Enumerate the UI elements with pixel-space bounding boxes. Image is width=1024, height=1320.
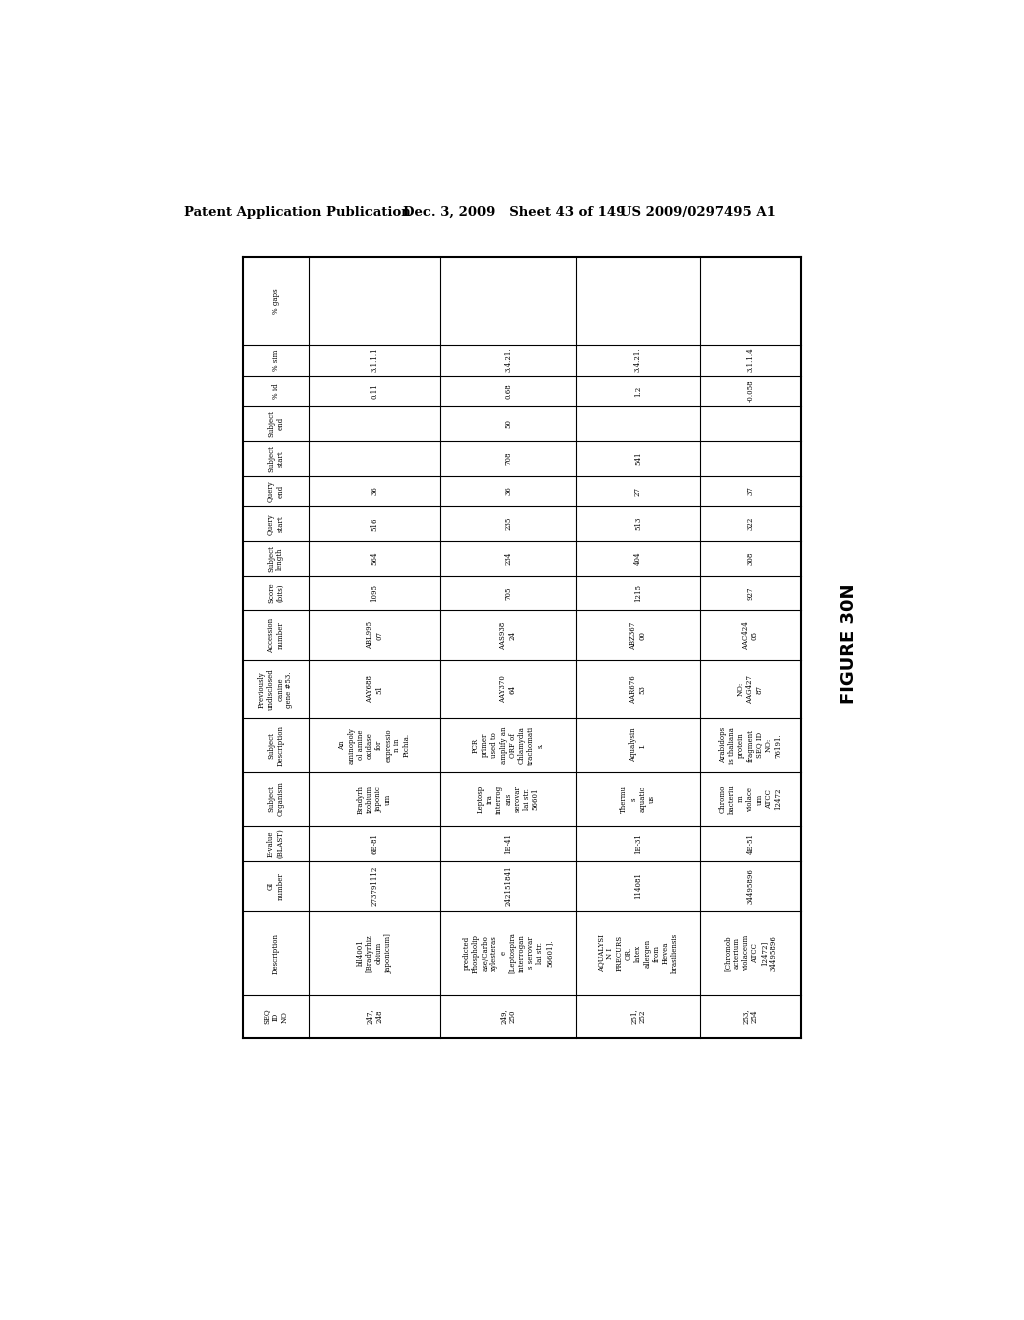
Text: AQUALYSI
N I
PRECURS
OR.
latex
allergen
from
Hevea
brasiliensis: AQUALYSI N I PRECURS OR. latex allergen … xyxy=(597,933,679,973)
Text: 927: 927 xyxy=(746,586,755,599)
Text: Subject
end: Subject end xyxy=(267,411,285,437)
Text: -0.058: -0.058 xyxy=(746,380,755,403)
Text: 273791112: 273791112 xyxy=(371,866,379,906)
Text: 6E-81: 6E-81 xyxy=(371,833,379,854)
Text: % id: % id xyxy=(271,383,280,399)
Text: PCR
primer
used to
amplify an
ORF of
Chlamydia
trachomati
s.: PCR primer used to amplify an ORF of Chl… xyxy=(472,726,545,764)
Text: Patent Application Publication: Patent Application Publication xyxy=(183,206,411,219)
Text: Leptosp
ira
interrog
ans
serovar
lai str.
56601: Leptosp ira interrog ans serovar lai str… xyxy=(476,784,540,813)
Text: 1E-31: 1E-31 xyxy=(634,833,642,854)
Text: 249,
250: 249, 250 xyxy=(500,1008,517,1024)
Text: 27: 27 xyxy=(634,487,642,495)
Text: ABZ367
00: ABZ367 00 xyxy=(630,622,646,649)
Text: bll4001
[Bradyrhiz
obium
japonicum]: bll4001 [Bradyrhiz obium japonicum] xyxy=(356,933,392,973)
Text: 1E-41: 1E-41 xyxy=(504,833,512,854)
Text: 1.2: 1.2 xyxy=(634,385,642,396)
Text: 541: 541 xyxy=(634,451,642,465)
Text: 242151841: 242151841 xyxy=(504,866,512,906)
Text: 36: 36 xyxy=(504,487,512,495)
Text: AAY688
51: AAY688 51 xyxy=(366,676,383,704)
Text: 404: 404 xyxy=(634,552,642,565)
Text: Subject
length: Subject length xyxy=(267,545,285,572)
Text: AAY370
64: AAY370 64 xyxy=(500,676,517,704)
Text: 234: 234 xyxy=(504,552,512,565)
Text: Previously
undisclosed
canine
gene #53.: Previously undisclosed canine gene #53. xyxy=(258,668,294,710)
Text: % gaps: % gaps xyxy=(271,288,280,314)
Text: Query
end: Query end xyxy=(267,480,285,502)
Text: 308: 308 xyxy=(746,552,755,565)
Text: Dec. 3, 2009   Sheet 43 of 149: Dec. 3, 2009 Sheet 43 of 149 xyxy=(403,206,626,219)
Text: 705: 705 xyxy=(504,586,512,599)
Text: E-value
(BLAST): E-value (BLAST) xyxy=(267,829,285,858)
Text: ABL995
07: ABL995 07 xyxy=(366,622,383,649)
Text: 114081: 114081 xyxy=(634,873,642,899)
Text: Subject
Organism: Subject Organism xyxy=(267,781,285,817)
Text: 251,
252: 251, 252 xyxy=(630,1008,646,1024)
Text: 50: 50 xyxy=(504,420,512,428)
Text: 322: 322 xyxy=(746,517,755,531)
Text: Arabidops
is thaliana
protein
fragment
SEQ ID
NO:
76191.: Arabidops is thaliana protein fragment S… xyxy=(719,727,782,763)
Text: GI
number: GI number xyxy=(267,871,285,899)
Text: Subject
Description: Subject Description xyxy=(267,725,285,766)
Text: 1095: 1095 xyxy=(371,583,379,602)
Text: 3.1.1.1: 3.1.1.1 xyxy=(371,348,379,372)
Text: An
aminopoly
ol amine
oxidase
for
expressio
n in
Pichia.: An aminopoly ol amine oxidase for expres… xyxy=(338,727,411,763)
Text: predicted
Phospholip
ase/Carbo
xylesteras
e
[Leptospira
interrogan
s serovar
lai: predicted Phospholip ase/Carbo xylestera… xyxy=(463,933,554,973)
Text: 3.1.1.4: 3.1.1.4 xyxy=(746,348,755,372)
Text: 37: 37 xyxy=(746,487,755,495)
Text: % sim: % sim xyxy=(271,350,280,371)
Text: 34495896: 34495896 xyxy=(746,867,755,904)
Text: 564: 564 xyxy=(371,552,379,565)
Text: Description: Description xyxy=(271,932,280,974)
Text: Accession
number: Accession number xyxy=(267,618,285,653)
Text: [Chromob
acterium
violaceum
ATCC
12472]
34495896: [Chromob acterium violaceum ATCC 12472] … xyxy=(723,935,777,972)
Text: 513: 513 xyxy=(634,517,642,531)
Text: AAC424
05: AAC424 05 xyxy=(741,620,759,649)
Text: 3.4.21.: 3.4.21. xyxy=(634,348,642,372)
Text: 36: 36 xyxy=(371,487,379,495)
Text: 235: 235 xyxy=(504,517,512,531)
Text: 3.4.21.: 3.4.21. xyxy=(504,348,512,372)
Text: Bradyrh
izobium
japonic
um: Bradyrh izobium japonic um xyxy=(356,784,392,813)
Text: Score
(bits): Score (bits) xyxy=(267,582,285,603)
Text: US 2009/0297495 A1: US 2009/0297495 A1 xyxy=(621,206,776,219)
Text: SEQ
ID
NO: SEQ ID NO xyxy=(262,1008,289,1024)
Text: NO:
AAG427
87: NO: AAG427 87 xyxy=(737,675,764,704)
Text: 4E-51: 4E-51 xyxy=(746,833,755,854)
Text: 0.68: 0.68 xyxy=(504,383,512,399)
Text: Chromo
bacteriu
m
violace
um
ATCC
12472: Chromo bacteriu m violace um ATCC 12472 xyxy=(719,784,782,814)
Text: 516: 516 xyxy=(371,517,379,531)
Text: 1215: 1215 xyxy=(634,583,642,602)
Text: 708: 708 xyxy=(504,451,512,465)
Text: 253,
254: 253, 254 xyxy=(741,1008,759,1024)
Text: 0.11: 0.11 xyxy=(371,383,379,399)
Text: AAS938
24: AAS938 24 xyxy=(500,622,517,649)
Text: AAR676
53: AAR676 53 xyxy=(630,675,646,704)
Text: Subject
start: Subject start xyxy=(267,445,285,471)
Text: FIGURE 30N: FIGURE 30N xyxy=(840,583,858,704)
Text: Thermu
s
aquatic
us: Thermu s aquatic us xyxy=(621,785,655,813)
Text: 247,
248: 247, 248 xyxy=(366,1008,383,1024)
Text: Query
start: Query start xyxy=(267,513,285,535)
Text: Aqualysin
I.: Aqualysin I. xyxy=(630,727,646,763)
